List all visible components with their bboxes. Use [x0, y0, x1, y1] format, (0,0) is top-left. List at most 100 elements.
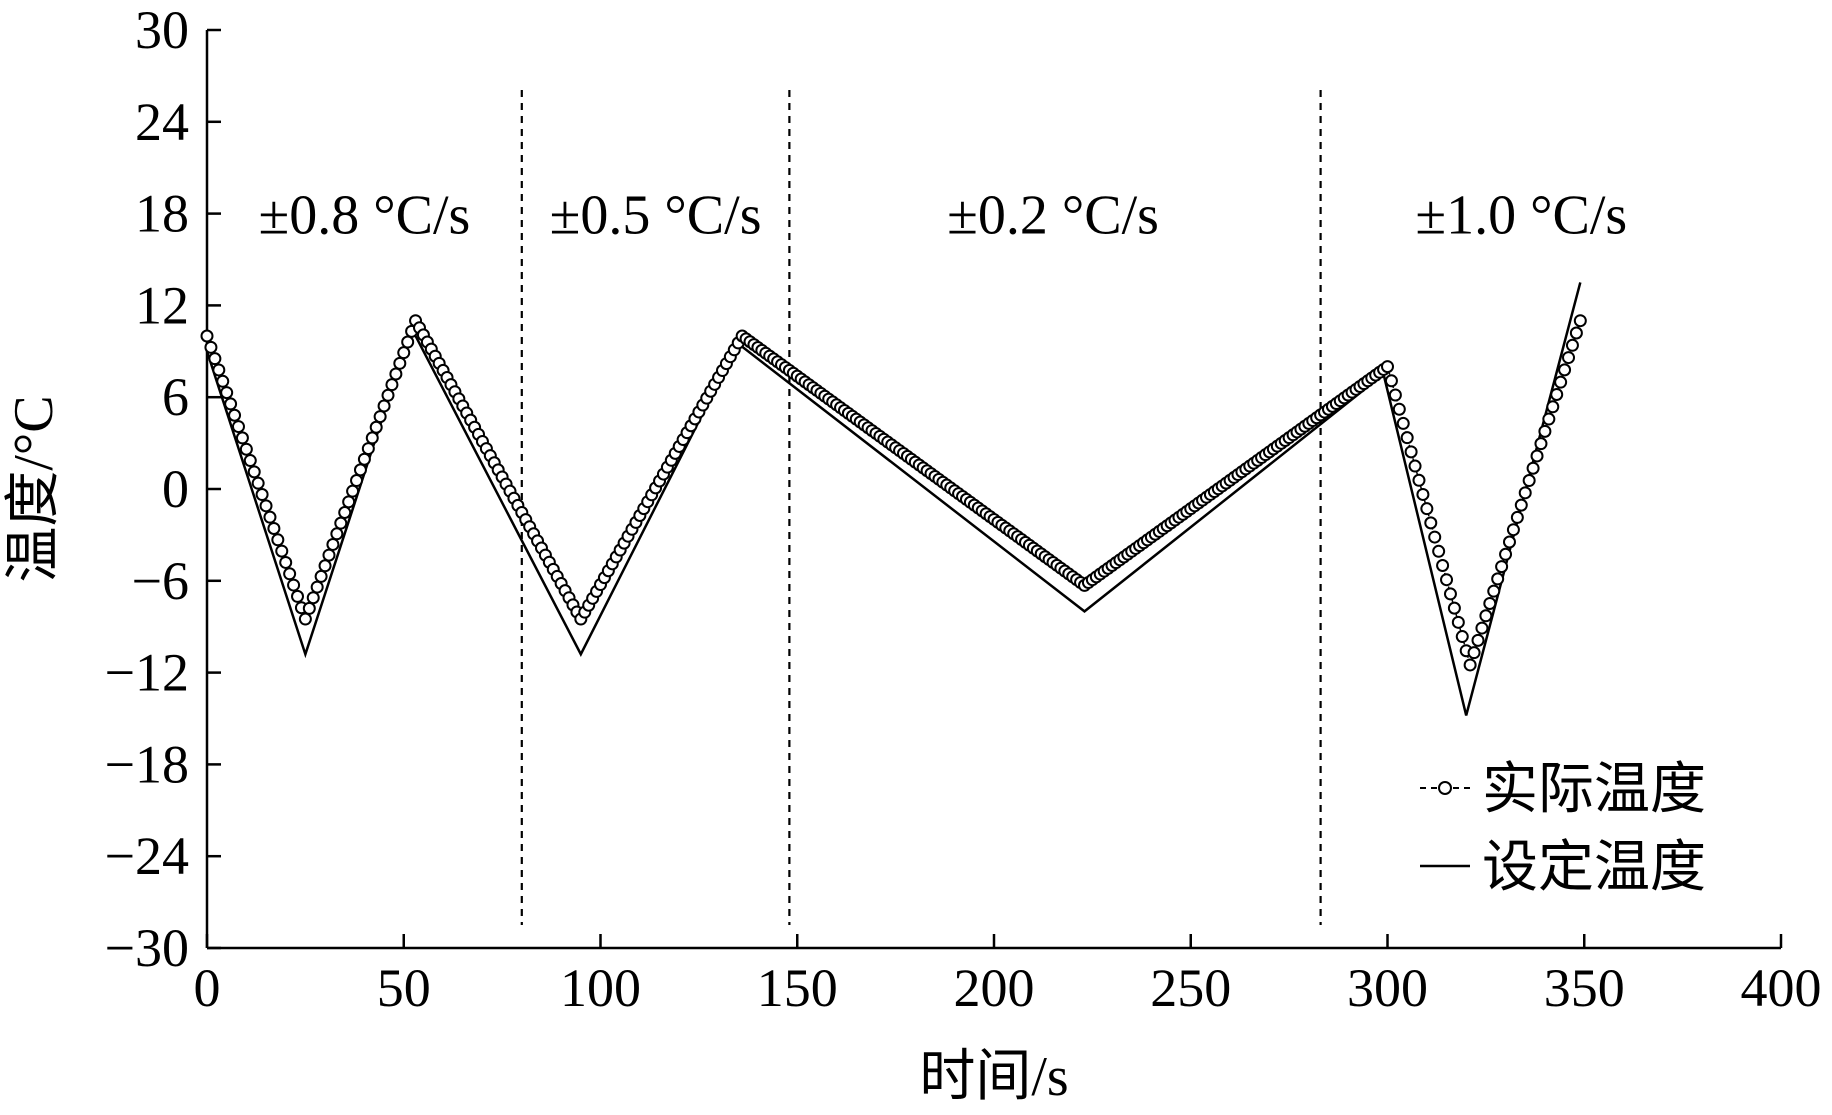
y-tick-label: 12: [135, 275, 189, 335]
legend-set-label: 设定温度: [1482, 837, 1706, 899]
actual-temperature-point: [287, 578, 301, 592]
actual-temperature-point: [279, 555, 293, 569]
x-axis-title: 时间/s: [919, 1046, 1068, 1108]
actual-temperature-point: [318, 559, 332, 573]
actual-temperature-point: [361, 442, 375, 456]
actual-temperature-point: [1514, 498, 1528, 512]
actual-temperature-point: [1502, 535, 1516, 549]
actual-temperature-series: [200, 314, 1587, 672]
actual-temperature-point: [1432, 544, 1446, 558]
actual-temperature-point: [338, 505, 352, 519]
x-tick-label: 400: [1741, 958, 1822, 1018]
actual-temperature-point: [204, 340, 218, 354]
actual-temperature-point: [231, 420, 245, 434]
x-tick-label: 250: [1150, 958, 1231, 1018]
actual-temperature-point: [275, 544, 289, 558]
x-tick-label: 150: [757, 958, 838, 1018]
actual-temperature-point: [263, 510, 277, 524]
actual-temperature-point: [208, 352, 222, 366]
actual-temperature-point: [1542, 412, 1556, 426]
actual-temperature-point: [350, 474, 364, 488]
actual-temperature-point: [239, 442, 253, 456]
actual-temperature-point: [1436, 559, 1450, 572]
actual-temperature-point: [1392, 402, 1406, 416]
actual-temperature-point: [1451, 615, 1465, 629]
actual-temperature-point: [259, 499, 273, 513]
actual-temperature-point: [1573, 314, 1587, 328]
actual-temperature-point: [1388, 388, 1402, 402]
actual-temperature-point: [1443, 587, 1457, 601]
actual-temperature-point: [397, 346, 411, 360]
actual-temperature-point: [1467, 646, 1481, 660]
actual-temperature-point: [1487, 584, 1501, 598]
actual-temperature-point: [1440, 573, 1454, 587]
actual-temperature-point: [373, 410, 387, 424]
actual-temperature-point: [1530, 449, 1544, 463]
actual-temperature-point: [310, 580, 324, 594]
actual-temperature-point: [353, 463, 367, 477]
actual-temperature-point: [251, 476, 265, 490]
actual-temperature-point: [1412, 473, 1426, 487]
actual-temperature-point: [357, 452, 371, 466]
y-tick-label: 24: [135, 92, 189, 152]
actual-temperature-point: [365, 431, 379, 445]
y-tick-label: −30: [105, 918, 189, 978]
actual-temperature-point: [1400, 431, 1414, 445]
phase-rate-label: ±0.2 °C/s: [947, 185, 1159, 247]
actual-temperature-point: [1408, 459, 1422, 473]
actual-temperature-point: [271, 533, 285, 547]
set-temperature-line: [205, 282, 1582, 716]
actual-temperature-point: [389, 367, 403, 381]
actual-temperature-point: [1455, 630, 1469, 644]
legend-actual-swatch-marker: [1438, 781, 1452, 795]
actual-temperature-point: [235, 431, 249, 445]
actual-temperature-point: [1428, 530, 1442, 544]
actual-temperature-point: [200, 329, 214, 343]
actual-temperature-point: [385, 378, 399, 392]
legend-actual-label: 实际温度: [1482, 759, 1706, 821]
actual-temperature-point: [1424, 516, 1438, 530]
actual-temperature-point: [1491, 572, 1505, 586]
actual-temperature-point: [1416, 487, 1430, 501]
actual-temperature-point: [1506, 523, 1520, 537]
actual-temperature-point: [1534, 437, 1548, 451]
y-axis-title: 温度/°C: [3, 395, 65, 582]
actual-temperature-point: [306, 591, 320, 605]
actual-temperature-point: [302, 601, 316, 615]
actual-temperature-point: [322, 548, 336, 562]
x-tick-label: 50: [377, 958, 431, 1018]
actual-temperature-point: [369, 420, 383, 434]
y-tick-label: 6: [162, 367, 189, 427]
actual-temperature-point: [1565, 338, 1579, 352]
actual-temperature-point: [1569, 326, 1583, 340]
actual-temperature-point: [216, 374, 230, 388]
actual-temperature-point: [1550, 387, 1564, 401]
actual-temperature-point: [267, 521, 281, 535]
actual-temperature-point: [1546, 400, 1560, 414]
phase-rate-label: ±0.8 °C/s: [258, 185, 470, 247]
actual-temperature-point: [1510, 510, 1524, 524]
actual-temperature-point: [255, 488, 269, 502]
actual-temperature-point: [243, 454, 257, 468]
actual-temperature-point: [1396, 416, 1410, 430]
actual-temperature-point: [342, 495, 356, 509]
x-tick-label: 300: [1347, 958, 1428, 1018]
actual-temperature-point: [220, 386, 234, 400]
y-tick-label: −12: [105, 643, 189, 703]
actual-temperature-point: [1538, 424, 1552, 438]
actual-temperature-point: [1483, 596, 1497, 610]
actual-temperature-point: [291, 589, 305, 603]
actual-temperature-point: [314, 569, 328, 583]
actual-temperature-point: [401, 335, 415, 349]
actual-temperature-point: [334, 516, 348, 530]
actual-temperature-point: [1554, 375, 1568, 389]
y-tick-label: −24: [105, 826, 189, 886]
actual-temperature-point: [330, 527, 344, 541]
y-tick-label: 18: [135, 184, 189, 244]
x-tick-label: 0: [194, 958, 221, 1018]
y-tick-label: 30: [135, 0, 189, 60]
actual-temperature-point: [1558, 363, 1572, 377]
actual-temperature-point: [1463, 658, 1477, 672]
